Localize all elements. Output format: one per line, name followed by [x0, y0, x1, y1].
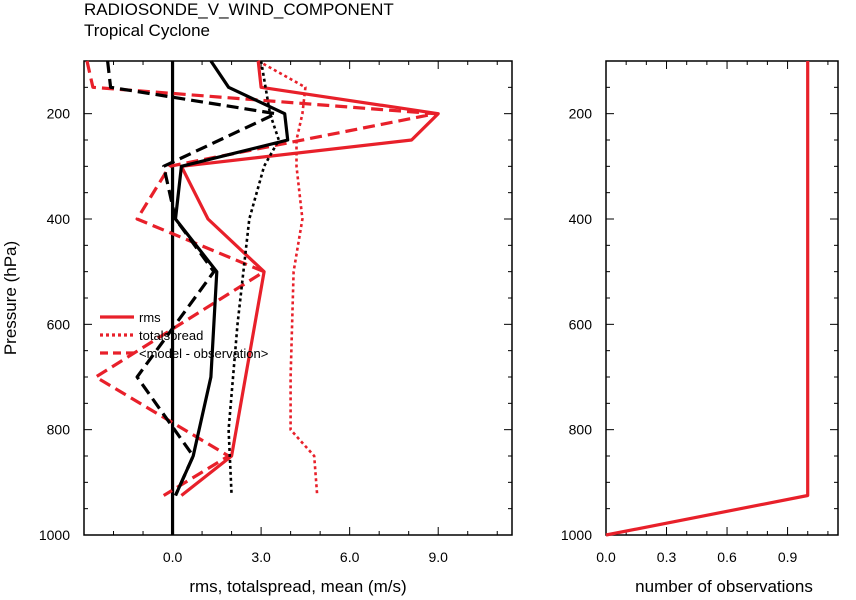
series-line	[605, 61, 810, 537]
y-tick-label: 1000	[561, 527, 592, 543]
y-tick-label: 600	[569, 316, 593, 332]
y-tick-label: 1000	[39, 527, 70, 543]
y-axis-label: Pressure (hPa)	[1, 241, 20, 355]
y-tick-label: 200	[47, 106, 71, 122]
x-tick-label: 3.0	[251, 549, 271, 565]
x-axis-label: rms, totalspread, mean (m/s)	[189, 577, 406, 596]
left-panel: 200 400 600 800 1000 0.0 3.0 6.0 9.0 rms, totalsp…	[1, 59, 513, 596]
x-tick-label: 6.0	[340, 549, 360, 565]
series-line	[227, 60, 281, 496]
x-tick-label: 0.6	[717, 549, 737, 565]
series-line	[85, 60, 437, 497]
legend-label: totalspread	[139, 328, 203, 343]
x-tick-label: 0.3	[657, 549, 677, 565]
series-line	[106, 60, 278, 497]
legend-label: <model - observation>	[139, 346, 268, 361]
x-tick-label: 9.0	[428, 549, 448, 565]
y-tick-label: 600	[47, 316, 71, 332]
series-line	[173, 60, 290, 497]
plot-frame	[83, 60, 513, 536]
legend-label: rms	[139, 310, 161, 325]
y-tick-label: 200	[569, 106, 593, 122]
x-tick-label: 0.9	[778, 549, 798, 565]
chart-title: RADIOSONDE_V_WIND_COMPONENT	[84, 0, 394, 19]
plot-frame	[605, 60, 839, 536]
x-axis-label: number of observations	[635, 577, 813, 596]
series-line	[257, 59, 319, 496]
x-tick-label: 0.0	[163, 549, 183, 565]
y-tick-label: 800	[569, 422, 593, 438]
x-tick-label: 0.0	[596, 549, 616, 565]
chart-subtitle: Tropical Cyclone	[84, 21, 210, 40]
y-tick-label: 400	[569, 211, 593, 227]
series-line	[179, 60, 440, 497]
y-tick-label: 400	[47, 211, 71, 227]
y-tick-label: 800	[47, 422, 71, 438]
